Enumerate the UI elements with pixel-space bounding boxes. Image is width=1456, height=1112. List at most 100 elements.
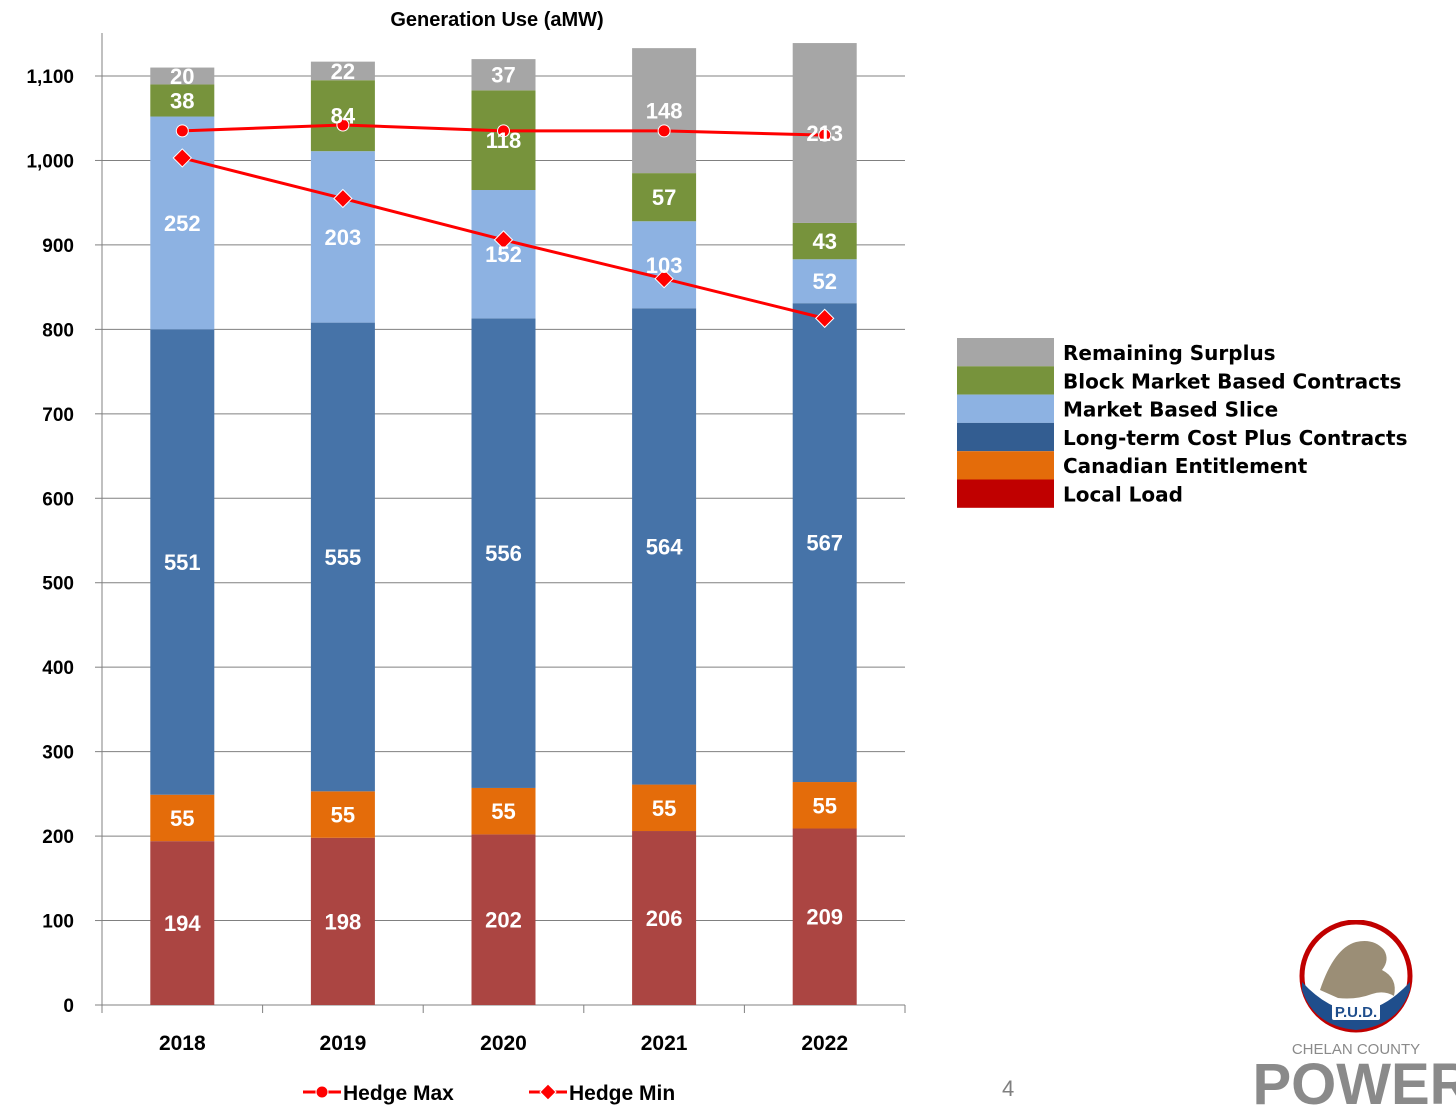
legend: Remaining Surplus Block Market Based Cont… (957, 338, 1408, 508)
hedge-min-point (493, 230, 514, 250)
data-label: 84 (331, 104, 356, 129)
bar-segment (792, 782, 857, 829)
data-label: 555 (325, 545, 362, 570)
data-label: 103 (646, 253, 683, 278)
bar-segment (792, 259, 857, 304)
bar-segment (471, 59, 536, 91)
y-tick-label: 900 (42, 236, 74, 257)
bar-segment (310, 61, 375, 81)
bar-segment (792, 222, 857, 260)
y-tick-label: 300 (42, 743, 74, 764)
bar-segment (471, 318, 536, 788)
legend-entry: Remaining Surplus (1063, 341, 1276, 365)
data-label: 209 (806, 905, 843, 930)
y-tick-label: 600 (42, 489, 74, 510)
data-label: 556 (485, 541, 522, 566)
hedge-min-point (814, 308, 835, 329)
hedge-min-point (333, 188, 353, 209)
bar-segment (150, 67, 215, 85)
data-label: 194 (164, 911, 201, 936)
hedge-max-point (818, 128, 832, 142)
legend-swatch (957, 422, 1054, 452)
x-tick-label: 2020 (480, 1032, 527, 1055)
data-label: 567 (806, 531, 843, 556)
logo-pud-text: P.U.D. (1335, 1004, 1377, 1021)
legend-swatch (957, 366, 1054, 395)
legend-entry: Long-term Cost Plus Contracts (1063, 426, 1408, 450)
page-number: 4 (1002, 1076, 1015, 1101)
bar-segment (471, 787, 536, 835)
y-tick-label: 800 (42, 320, 74, 341)
data-label: 57 (652, 185, 676, 210)
legend-swatch (957, 451, 1054, 480)
data-label: 551 (164, 550, 201, 575)
data-label: 43 (812, 229, 836, 254)
y-tick-label: 1,000 (26, 151, 74, 172)
legend-entry: Local Load (1063, 483, 1183, 507)
legend-entry: Canadian Entitlement (1063, 454, 1308, 478)
bar-segment (150, 84, 215, 117)
bar-segment (310, 151, 375, 323)
y-tick-label: 200 (42, 827, 74, 848)
hedge-max-point (336, 118, 350, 132)
hedge-max-point (657, 124, 671, 138)
chelan-county-pud-logo: P.U.D. CHELAN COUNTY POWER (1238, 919, 1456, 1112)
data-label: 52 (812, 269, 836, 294)
data-label: 22 (331, 59, 355, 84)
bar-segment (471, 190, 536, 319)
bar-segment (632, 831, 697, 1005)
bar-segment (310, 837, 375, 1005)
data-label: 55 (170, 806, 194, 831)
line-legend-label: Hedge Max (343, 1082, 454, 1105)
bar-segment (471, 834, 536, 1005)
legend-swatch (957, 479, 1054, 508)
bar-segment (150, 329, 215, 795)
legend-entry: Market Based Slice (1063, 398, 1278, 422)
hedge-max-point (497, 124, 510, 138)
y-tick-label: 500 (42, 574, 74, 595)
chart-title: Generation Use (aMW) (390, 9, 603, 31)
data-label: 37 (491, 63, 515, 88)
data-label: 202 (485, 908, 522, 933)
bar-segment (150, 794, 215, 842)
data-label: 55 (812, 793, 836, 818)
x-tick-label: 2021 (641, 1032, 688, 1055)
y-tick-label: 700 (42, 405, 74, 426)
bar-segment (792, 828, 857, 1005)
logo-power-text: POWER (1252, 1052, 1456, 1107)
line-legend-label: Hedge Min (569, 1082, 675, 1105)
bar-segment (310, 322, 375, 792)
bars (150, 43, 857, 1005)
data-label: 55 (331, 803, 355, 828)
y-tick-label: 0 (63, 996, 74, 1017)
bar-segment (632, 48, 697, 174)
data-label: 148 (646, 99, 683, 124)
data-label: 206 (646, 906, 683, 931)
data-label: 20 (170, 64, 194, 89)
data-label: 213 (806, 121, 843, 146)
data-label: 55 (491, 799, 515, 824)
bar-segment (310, 80, 375, 152)
x-tick-label: 2018 (159, 1032, 206, 1055)
data-label: 203 (325, 225, 362, 250)
legend-entry: Block Market Based Contracts (1063, 369, 1401, 393)
hedge-min-point (172, 148, 193, 168)
hedge-min-point (654, 268, 674, 289)
bar-segment (632, 784, 697, 832)
data-label: 564 (646, 534, 683, 559)
line-legend-marker (539, 1083, 557, 1101)
logo-county-text: CHELAN COUNTY (1292, 1041, 1420, 1058)
data-label: 55 (652, 796, 676, 821)
data-label: 152 (485, 242, 522, 267)
bar-segment (632, 173, 697, 222)
hedge-lines: 1945555125238201985555520384222025555615… (164, 59, 843, 936)
data-label: 118 (486, 128, 522, 153)
bar-segment (310, 791, 375, 838)
bar-segment (471, 90, 536, 191)
y-tick-label: 100 (42, 912, 74, 933)
bar-segment (150, 841, 215, 1005)
bar-segment (792, 303, 857, 783)
y-tick-label: 400 (42, 658, 74, 679)
line-legend-marker (315, 1085, 329, 1099)
